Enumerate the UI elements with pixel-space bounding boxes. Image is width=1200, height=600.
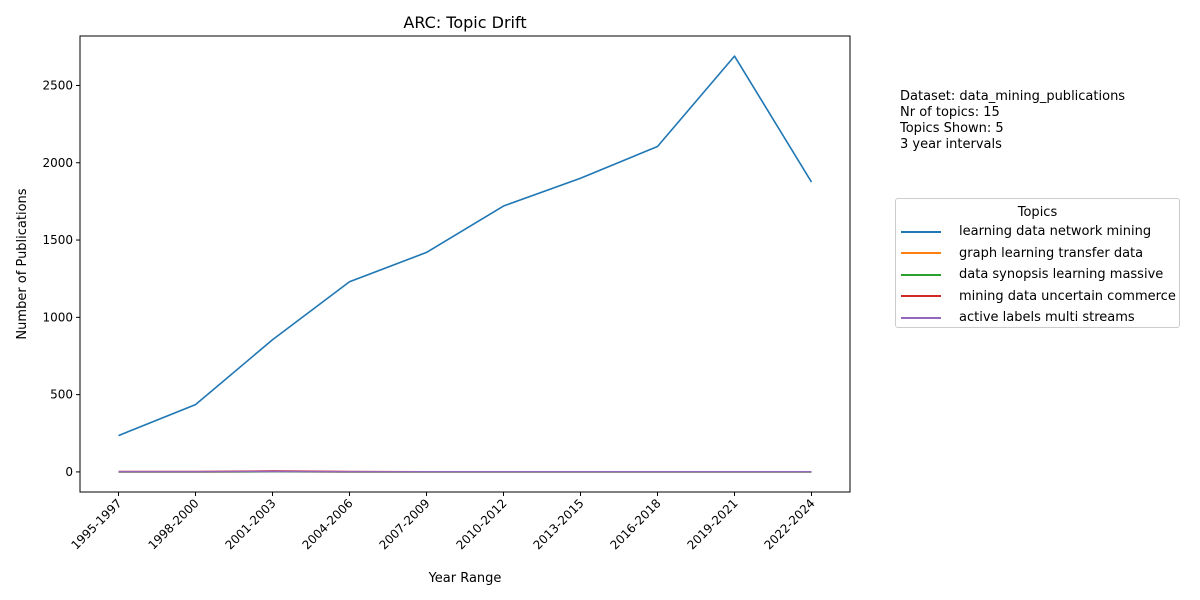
legend-swatch — [901, 295, 941, 298]
legend: Topics learning data network mining graph… — [895, 198, 1180, 328]
legend-label: learning data network mining — [959, 224, 1152, 240]
legend-swatch — [901, 230, 941, 233]
dataset-info: Dataset: data_mining_publications Nr of … — [900, 89, 1125, 153]
legend-label: active labels multi streams — [959, 310, 1135, 326]
plot-area: 0 500 1000 1500 2000 2500 1995-1997 1998-2000 20… — [42, 35, 851, 552]
legend-swatch — [901, 316, 941, 319]
legend-label: mining data uncertain commerce — [959, 288, 1176, 304]
legend-label: graph learning transfer data — [959, 245, 1144, 261]
x-tick-label: 2022-2024 — [761, 496, 817, 552]
topic-count: Nr of topics: 15 — [900, 105, 1000, 120]
y-tick-label: 0 — [65, 465, 73, 479]
series-line-1 — [118, 55, 813, 437]
x-tick-label: 2010-2012 — [453, 496, 509, 552]
legend-item-3: data synopsis learning massive — [896, 264, 1179, 286]
interval-note: 3 year intervals — [900, 137, 1002, 152]
x-axis-label: Year Range — [428, 571, 502, 586]
y-tick-label: 2000 — [42, 156, 73, 170]
x-tick-label: 2001-2003 — [222, 496, 278, 552]
legend-swatch — [901, 252, 941, 255]
chart-title: ARC: Topic Drift — [403, 13, 526, 32]
dataset-name: Dataset: data_mining_publications — [900, 89, 1126, 104]
y-tick-label: 500 — [50, 388, 73, 402]
legend-item-1: learning data network mining — [896, 221, 1179, 243]
plot-frame — [79, 35, 851, 493]
x-tick-label: 1995-1997 — [68, 496, 124, 552]
y-axis-label: Number of Publications — [15, 188, 30, 339]
legend-swatch — [901, 273, 941, 276]
legend-title: Topics — [1017, 205, 1058, 220]
legend-label: data synopsis learning massive — [959, 267, 1164, 283]
x-tick-label: 2007-2009 — [376, 496, 432, 552]
legend-item-2: graph learning transfer data — [896, 243, 1179, 265]
y-tick-label: 2500 — [42, 78, 73, 92]
x-tick-label: 2019-2021 — [684, 496, 740, 552]
y-tick-label: 1500 — [42, 233, 73, 247]
x-tick-label: 2013-2015 — [530, 496, 586, 552]
x-tick-label: 2004-2006 — [299, 496, 355, 552]
y-tick-label: 1000 — [42, 310, 73, 324]
legend-item-5: active labels multi streams — [896, 307, 1179, 329]
topics-shown: Topics Shown: 5 — [900, 121, 1004, 136]
legend-item-4: mining data uncertain commerce — [896, 286, 1179, 308]
x-tick-label: 2016-2018 — [607, 496, 663, 552]
x-tick-label: 1998-2000 — [145, 496, 201, 552]
